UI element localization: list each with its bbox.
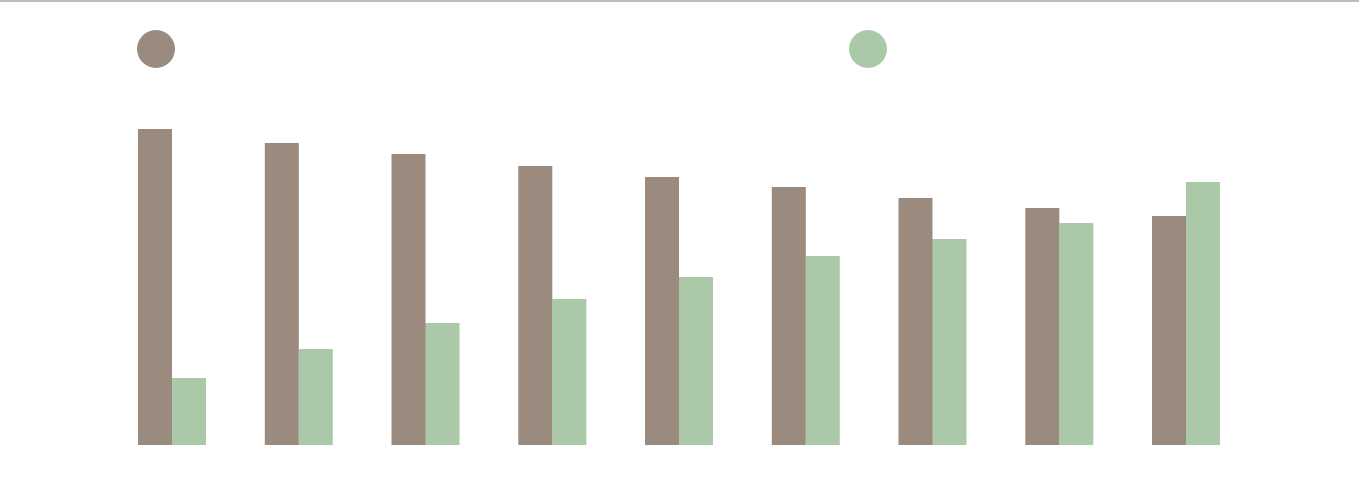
bar-series1-group8 <box>1025 208 1060 445</box>
bar-series1-group2 <box>264 143 299 445</box>
legend <box>137 30 887 68</box>
bar-series2-group5 <box>679 277 713 445</box>
legend-marker-series1 <box>137 30 175 68</box>
bar-series2-group9 <box>1186 182 1220 445</box>
bar-series2-group2 <box>298 349 333 445</box>
bar-series1-group1 <box>138 129 172 445</box>
bar-series1-group7 <box>898 198 933 445</box>
bar-series2-group1 <box>172 378 206 445</box>
bar-series1-group4 <box>518 166 553 445</box>
bar-series2-group6 <box>805 256 840 445</box>
bar-series1-group6 <box>771 187 806 445</box>
bars <box>138 129 1220 445</box>
bar-series2-group7 <box>932 239 967 445</box>
legend-marker-series2 <box>849 30 887 68</box>
bar-series1-group3 <box>391 154 426 445</box>
bar-series1-group9 <box>1152 216 1186 445</box>
bar-series2-group4 <box>552 299 587 445</box>
bar-series2-group3 <box>425 323 460 445</box>
top-divider <box>0 0 1359 2</box>
bar-series1-group5 <box>645 177 679 445</box>
bar-series2-group8 <box>1059 223 1094 445</box>
